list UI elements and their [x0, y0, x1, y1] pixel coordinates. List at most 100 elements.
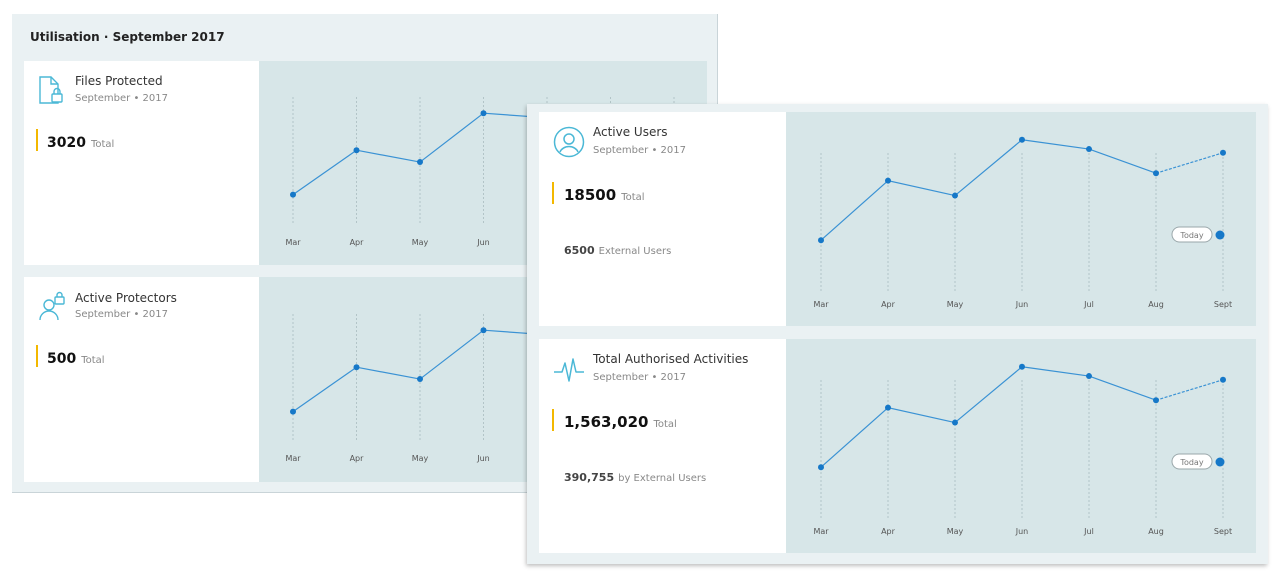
total-label: Total [653, 419, 677, 430]
active-protectors-card[interactable]: Active Protectors September • 2017 500 To… [24, 277, 259, 482]
card-title: Active Protectors [75, 291, 177, 305]
data-point [1153, 170, 1159, 177]
external-users-value: 6500 External Users [564, 239, 671, 258]
x-tick-label: Jul [1083, 300, 1094, 309]
total-number: 1,563,020 [564, 413, 649, 431]
utilisation-front-panel: Active Users September • 2017 18500 Total… [527, 104, 1268, 564]
x-tick-label: Apr [881, 527, 896, 536]
x-tick-label: Mar [813, 300, 829, 309]
card-subtitle: September • 2017 [75, 309, 168, 320]
series-line-segment [954, 139, 1023, 197]
series-line-segment [356, 149, 421, 163]
series-line-segment [419, 112, 484, 163]
data-point [417, 376, 423, 383]
data-point [818, 464, 824, 471]
total-label: Total [621, 192, 645, 203]
series-line-segment [292, 366, 357, 413]
data-point [952, 419, 958, 426]
x-tick-label: Sept [1214, 527, 1232, 536]
total-number: 500 [47, 351, 77, 367]
data-point [1086, 146, 1092, 153]
today-label: Today [1179, 458, 1203, 467]
series-line-segment [1021, 139, 1090, 150]
file-lock-icon [39, 76, 63, 104]
data-point [417, 159, 423, 166]
total-authorised-activities-chart-area: Mar Apr May Jun Jul Aug Sept Today [786, 339, 1256, 553]
series-line-segment [1155, 152, 1224, 174]
total-label: Total [90, 139, 115, 150]
data-point [290, 408, 296, 415]
x-tick-label: May [412, 454, 429, 463]
total-authorised-activities-chart: Mar Apr May Jun Jul Aug Sept Today [813, 363, 1232, 536]
x-tick-label: May [947, 527, 964, 536]
data-point [1220, 376, 1226, 383]
card-subtitle: September • 2017 [75, 93, 168, 104]
user-circle-icon [553, 126, 585, 158]
external-number: 6500 [564, 244, 595, 257]
total-label: Total [81, 355, 105, 366]
x-tick-label: Apr [881, 300, 896, 309]
today-label: Today [1179, 231, 1203, 240]
total-value: 18500 Total [564, 185, 645, 204]
total-value: 3020 Total [47, 132, 114, 151]
today-marker [1215, 230, 1225, 240]
series-line-segment [1021, 366, 1090, 377]
external-label: by External Users [618, 473, 707, 484]
data-point [353, 147, 360, 154]
series-line-segment [1155, 379, 1224, 401]
external-activities-value: 390,755 by External Users [564, 466, 706, 485]
user-lock-icon [39, 291, 65, 321]
total-marker [552, 182, 554, 204]
total-marker [36, 345, 38, 367]
total-value: 500 Total [47, 348, 105, 367]
series-line-segment [820, 180, 889, 241]
today-marker [1215, 457, 1225, 467]
data-point [885, 404, 891, 411]
x-tick-label: Jun [476, 454, 490, 463]
x-tick-label: Mar [285, 238, 301, 247]
series-line-segment [887, 180, 956, 197]
total-marker [552, 409, 554, 431]
total-authorised-activities-card[interactable]: Total Authorised Activities September • … [539, 339, 786, 553]
x-tick-label: Jun [1015, 300, 1029, 309]
active-users-card[interactable]: Active Users September • 2017 18500 Total… [539, 112, 786, 326]
x-tick-label: Mar [813, 527, 829, 536]
external-number: 390,755 [564, 471, 615, 484]
total-number: 3020 [47, 135, 86, 151]
x-tick-label: Jun [1015, 527, 1029, 536]
total-marker [36, 129, 38, 151]
card-subtitle: September • 2017 [593, 145, 686, 156]
data-point [1220, 149, 1226, 156]
card-title: Files Protected [75, 74, 163, 88]
files-protected-card[interactable]: Files Protected September • 2017 3020 Tot… [24, 61, 259, 265]
x-tick-label: Jun [476, 238, 490, 247]
panel-title: Utilisation · September 2017 [30, 30, 225, 44]
x-tick-label: May [947, 300, 964, 309]
external-label: External Users [598, 246, 672, 257]
x-tick-label: Jul [1083, 527, 1094, 536]
series-line-segment [820, 407, 889, 468]
x-tick-label: Aug [1148, 300, 1164, 309]
activity-pulse-icon [554, 358, 584, 382]
data-point [1019, 363, 1025, 370]
card-title: Total Authorised Activities [593, 352, 749, 366]
data-point [1086, 373, 1092, 380]
x-tick-label: Sept [1214, 300, 1232, 309]
data-point [353, 364, 360, 371]
series-line-segment [1088, 148, 1157, 174]
active-users-chart-area: Mar Apr May Jun Jul Aug Sept Today [786, 112, 1256, 326]
data-point [885, 177, 891, 184]
data-point [818, 237, 824, 244]
data-point [952, 192, 958, 199]
x-tick-label: Mar [285, 454, 301, 463]
series-line-segment [887, 407, 956, 424]
data-point [480, 327, 487, 334]
data-point [1019, 136, 1025, 143]
x-tick-label: Apr [350, 454, 365, 463]
x-tick-label: May [412, 238, 429, 247]
data-point [480, 110, 487, 117]
x-tick-label: Aug [1148, 527, 1164, 536]
series-line-segment [292, 149, 357, 196]
data-point [290, 191, 296, 198]
total-number: 18500 [564, 186, 617, 204]
